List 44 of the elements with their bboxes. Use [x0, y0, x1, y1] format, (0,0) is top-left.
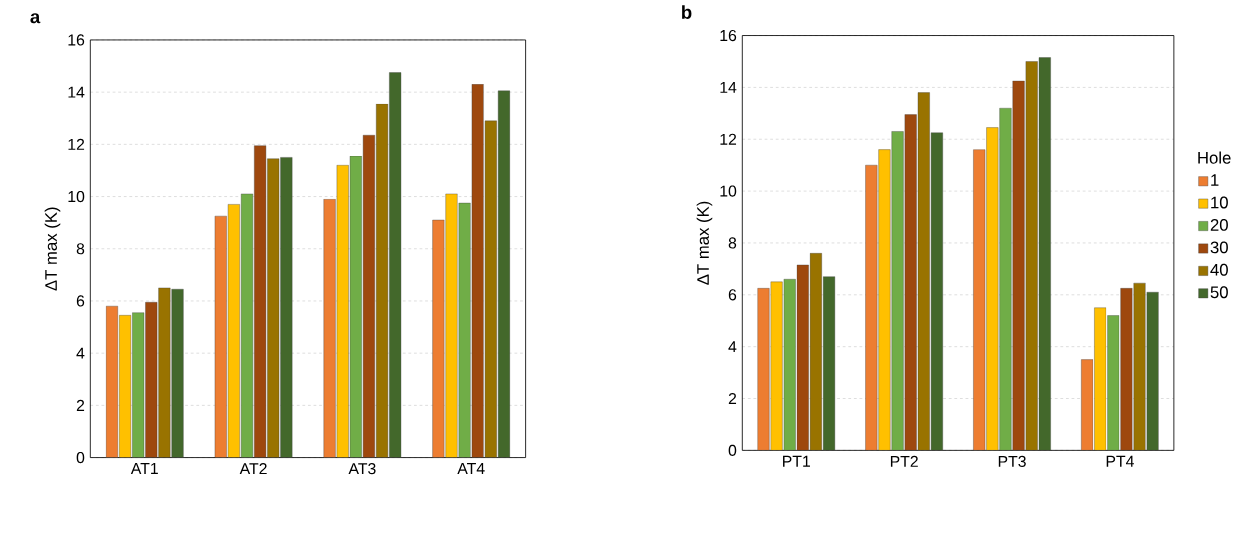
y-tick-label: 6	[76, 295, 85, 307]
chart-title: a	[30, 13, 41, 24]
y-tick-label: 14	[720, 82, 737, 93]
y-tick-label: 12	[68, 138, 85, 151]
x-tick-label: PT4	[1106, 455, 1134, 467]
bar	[1012, 80, 1025, 451]
x-tick-label: AT4	[457, 463, 485, 475]
y-tick-label: 8	[76, 243, 85, 255]
bar	[1133, 283, 1146, 451]
y-axis-title: ΔT max (K)	[44, 207, 61, 291]
y-tick-label: 12	[720, 133, 737, 145]
x-tick-label: AT3	[348, 463, 376, 475]
y-tick-label: 8	[728, 237, 737, 249]
y-tick-label: 6	[728, 289, 737, 301]
bar	[432, 220, 445, 458]
y-tick-label: 2	[76, 399, 85, 412]
y-axis-title: ΔT max (K)	[696, 201, 713, 285]
x-tick-label: PT3	[998, 455, 1026, 468]
legend-title: Hole	[1198, 151, 1231, 164]
bar	[445, 193, 458, 458]
y-tick-label: 14	[68, 86, 85, 98]
y-tick-label: 4	[76, 347, 85, 359]
y-tick-label: 0	[76, 452, 85, 464]
bar	[1120, 288, 1133, 451]
x-tick-label: AT1	[130, 463, 158, 475]
y-tick-label: 4	[728, 341, 737, 353]
legend-label: 1	[1211, 174, 1219, 186]
legend-label: 30	[1210, 241, 1228, 254]
legend-label: 20	[1210, 219, 1228, 232]
x-tick-label: PT2	[890, 455, 918, 467]
legend-label: 50	[1210, 286, 1228, 299]
legend-label: 40	[1210, 264, 1228, 276]
y-tick-label: 10	[68, 191, 85, 203]
x-tick-label: AT2	[239, 463, 267, 475]
y-tick-label: 0	[728, 444, 737, 457]
chart-title: b	[682, 5, 692, 20]
y-tick-label: 10	[720, 185, 737, 197]
legend-label: 10	[1211, 196, 1228, 209]
y-tick-label: 2	[728, 393, 737, 405]
y-tick-label: 16	[720, 30, 737, 42]
x-tick-label: PT1	[783, 455, 810, 467]
bar	[458, 203, 471, 458]
bar	[323, 199, 336, 458]
y-tick-label: 16	[68, 34, 85, 46]
